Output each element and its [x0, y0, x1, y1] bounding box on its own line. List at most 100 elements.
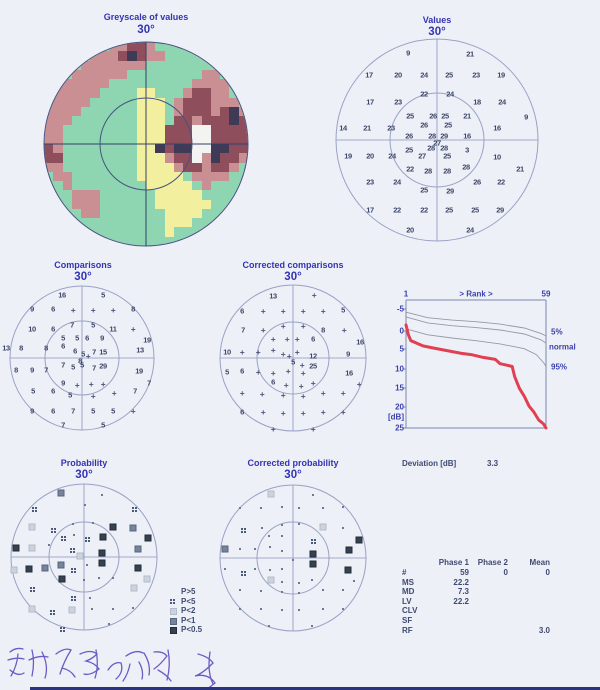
stats-row-label: MS — [402, 577, 414, 587]
comparisons-point: + — [130, 406, 136, 416]
values-point: 17 — [366, 205, 374, 215]
corrected-comparisons-point: + — [320, 388, 326, 398]
corrected-comparisons-point: + — [311, 290, 317, 300]
values-point: 27 — [418, 151, 426, 161]
probability-symbol — [32, 507, 34, 509]
probability-symbol — [86, 564, 88, 566]
comparisons-point: 5 — [111, 406, 115, 416]
comparisons-point: 6 — [51, 324, 55, 334]
values-point: 9 — [524, 112, 528, 122]
corrected-probability-symbol — [267, 576, 275, 584]
rank-axis-title: > Rank > — [459, 289, 493, 299]
stats-value: 22.2 — [453, 596, 469, 606]
comparisons-point: 7 — [133, 386, 137, 396]
rank-axis-start: 1 — [403, 289, 409, 299]
comparisons-point: 5 — [80, 360, 84, 370]
corrected-comparisons-point: + — [280, 306, 286, 316]
values-point: 29 — [440, 131, 448, 141]
corrected-comparisons-point: + — [356, 379, 362, 389]
comparisons-point: 7 — [147, 378, 151, 388]
values-point: 26 — [429, 111, 437, 121]
corrected-comparisons-point: + — [239, 388, 245, 398]
corrected-probability-symbol — [268, 535, 270, 537]
values-point: 19 — [344, 151, 352, 161]
values-point: 17 — [365, 70, 373, 80]
stats-row-label: SF — [402, 616, 413, 625]
values-point: 25 — [443, 151, 451, 161]
probability-symbol — [91, 608, 93, 610]
comparisons-point: 7 — [61, 420, 65, 430]
rank-chart-y-label: 0 — [399, 326, 404, 336]
corrected-comparisons-point: 6 — [311, 334, 315, 344]
rank-chart-y-label: [dB] — [388, 412, 404, 422]
corrected-probability-symbol — [298, 592, 300, 594]
values-point: 25 — [445, 70, 453, 80]
corrected-comparisons-point: + — [294, 347, 300, 357]
comparisons-point: + — [130, 324, 136, 334]
corrected-comparisons-point: + — [270, 368, 276, 378]
corrected-comparisons-point: 7 — [241, 325, 245, 335]
legend-symbol-s1 — [170, 608, 177, 616]
probability-symbol — [130, 584, 138, 592]
deviation-value: 3.3 — [487, 459, 499, 468]
corrected-probability-symbol — [239, 608, 241, 610]
corrected-probability-symbol — [254, 548, 256, 550]
corrected-probability-symbol — [260, 507, 262, 509]
corrected-probability-symbol — [309, 550, 317, 558]
probability-symbol — [134, 564, 142, 572]
comparisons-point: + — [74, 380, 80, 390]
values-point: 20 — [394, 70, 402, 80]
probability-symbol — [28, 523, 36, 531]
probability-degree-label: 30° — [75, 469, 93, 481]
corrected-comparisons-point: + — [340, 407, 346, 417]
values-title: Values — [422, 15, 452, 25]
corrected-probability-symbol — [260, 590, 262, 592]
values-point: 24 — [446, 89, 454, 99]
corrected-probability-symbol — [239, 589, 241, 591]
comparisons-point: 5 — [101, 420, 105, 430]
corrected-probability-symbol — [342, 506, 344, 508]
legend-label: P<0.5 — [181, 625, 203, 635]
corrected-probability-symbol — [221, 545, 229, 553]
probability-symbol — [68, 606, 76, 614]
values-point: 22 — [420, 89, 428, 99]
values-point: 24 — [420, 70, 428, 80]
comparisons-point: 7 — [70, 320, 74, 330]
comparisons-point: 6 — [51, 386, 55, 396]
corrected-probability-title: Corrected probability — [247, 458, 339, 468]
comparisons-point: 19 — [143, 335, 151, 345]
rank-chart-y-label: 20 — [395, 402, 404, 412]
values-point: 16 — [493, 123, 501, 133]
corrected-probability-symbol — [298, 582, 300, 584]
corrected-probability-symbol — [342, 589, 344, 591]
corrected-comparisons-point: + — [270, 424, 276, 434]
values-point: 23 — [394, 97, 402, 107]
comparisons-point: 6 — [51, 304, 55, 314]
probability-symbol — [57, 561, 65, 569]
values-point: 21 — [466, 49, 474, 59]
stats-row-label: CLV — [402, 606, 418, 616]
values-point: 24 — [388, 151, 396, 161]
corrected-probability-symbol — [355, 536, 363, 544]
corrected-probability-symbol — [241, 571, 243, 573]
probability-symbol — [98, 549, 106, 557]
corrected-comparisons-point: + — [260, 306, 266, 316]
rank-chart-y-label: 5 — [399, 344, 404, 354]
corrected-comparisons-point: + — [280, 321, 286, 331]
comparisons-point: 13 — [2, 343, 10, 353]
corrected-comparisons-point: + — [300, 408, 306, 418]
corrected-comparisons-point: 13 — [269, 291, 277, 301]
comparisons-point: 5 — [91, 320, 95, 330]
probability-symbol — [134, 545, 142, 553]
corrected-comparisons-point: + — [283, 380, 289, 390]
values-point: 25 — [441, 111, 449, 121]
corrected-comparisons-point: + — [260, 407, 266, 417]
corrected-comparisons-point: + — [280, 390, 286, 400]
stats-header: Phase 1 — [438, 558, 469, 567]
comparisons-title: Comparisons — [54, 260, 112, 270]
values-point: 23 — [366, 177, 374, 187]
corrected-probability-symbol — [292, 559, 294, 561]
comparisons-point: 15 — [99, 347, 107, 357]
values-point: 10 — [493, 152, 501, 162]
corrected-comparisons-point: + — [270, 334, 276, 344]
